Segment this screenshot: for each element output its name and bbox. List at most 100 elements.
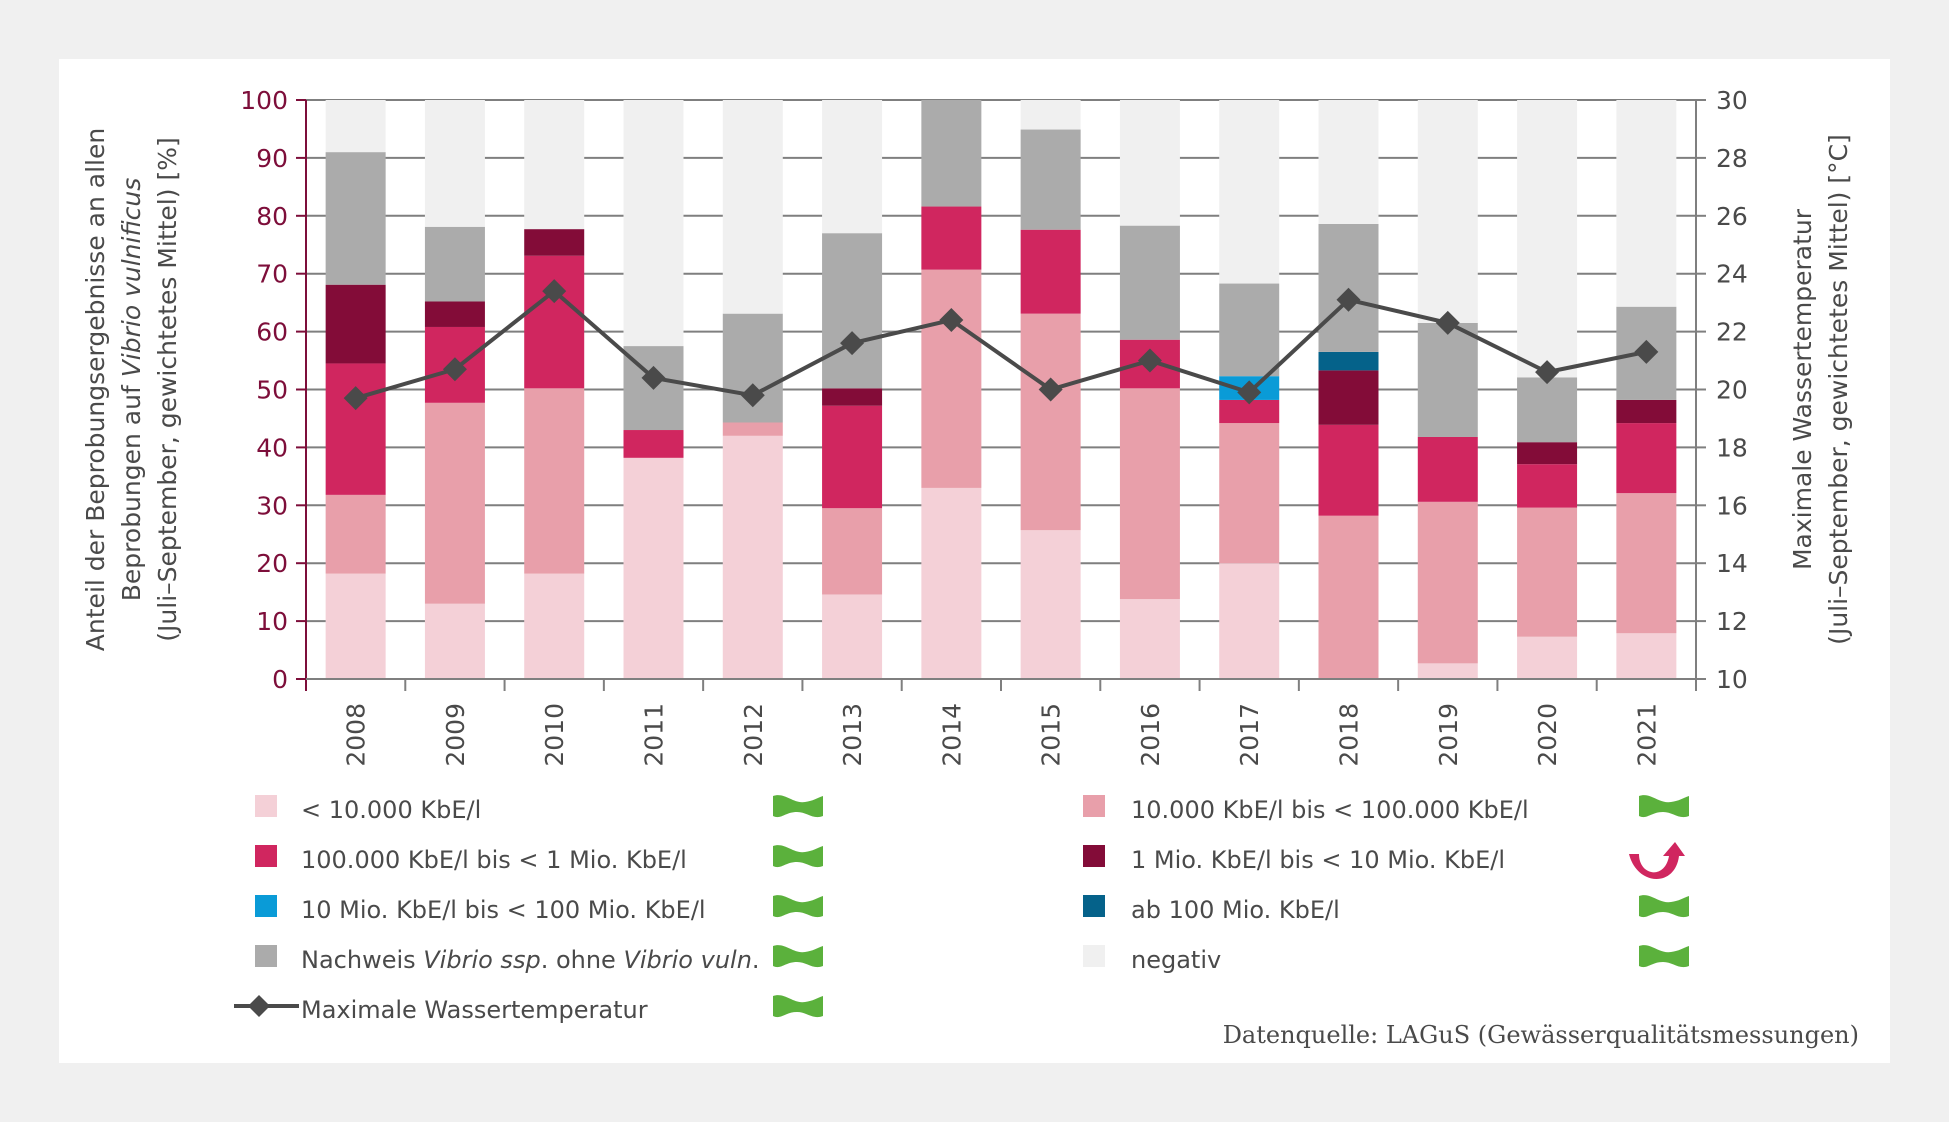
temperature-marker-2014 [939, 308, 964, 333]
wave-flag-shape [1639, 895, 1689, 918]
tick-labels: 0 10 20 30 40 50 60 70 80 90 100 10 12 14 16 18 20 22 24 26… [240, 86, 1748, 767]
bar-segment-2019-s1 [1417, 501, 1478, 664]
wave-flag-shape [773, 845, 823, 868]
green-wave-flag-icon [773, 995, 823, 1018]
bar-segment-2012-s0 [722, 435, 783, 679]
bar-segment-2010-s2 [524, 255, 585, 389]
left-tick-label: 70 [256, 260, 288, 289]
bar-segment-2015-s2 [1020, 229, 1081, 314]
legend-label: Maximale Wassertemperatur [301, 996, 648, 1024]
legend-label: 100.000 KbE/l bis < 1 Mio. KbE/l [301, 846, 687, 874]
bar-segment-2020-s7 [1517, 100, 1578, 378]
legend-label: 10.000 KbE/l bis < 100.000 KbE/l [1131, 796, 1529, 824]
chart-panel: 0 10 20 30 40 50 60 70 80 90 100 10 12 14 16 18 20 22 24 26… [59, 59, 1890, 1063]
legend-label: negativ [1131, 946, 1221, 974]
legend-swatch [1083, 795, 1105, 817]
wave-flag-shape [773, 795, 823, 818]
bar-segment-2010-s1 [524, 388, 585, 574]
legend-label-part: Vibrio ssp [423, 946, 540, 974]
temperature-line [343, 279, 1659, 411]
left-tick-label: 10 [256, 607, 288, 636]
green-wave-flag-icon [1639, 945, 1689, 968]
legend-item-6: Nachweis Vibrio ssp. ohne Vibrio vuln. [255, 945, 823, 974]
legend-item-7: negativ [1083, 945, 1689, 974]
x-tick-label-2020: 2020 [1533, 703, 1562, 767]
left-tick-label: 0 [272, 665, 288, 694]
legend-swatch [1083, 945, 1105, 967]
x-tick-label-2017: 2017 [1235, 703, 1264, 767]
left-tick-label: 30 [256, 491, 288, 520]
gridlines [306, 99, 1696, 680]
bar-segment-2010-s3 [524, 229, 585, 256]
bar-segment-2009-s7 [424, 100, 485, 227]
bar-segment-2014-s0 [921, 487, 982, 679]
right-tick-label: 18 [1716, 433, 1748, 462]
x-tick-label-2015: 2015 [1037, 703, 1066, 767]
legend-label: Nachweis Vibrio ssp. ohne Vibrio vuln. [301, 946, 760, 974]
temperature-marker-2019 [1435, 310, 1460, 335]
legend-swatch [1083, 895, 1105, 917]
legend-label: < 10.000 KbE/l [301, 796, 481, 824]
bar-segment-2015-s6 [1020, 129, 1081, 230]
temperature-marker-2016 [1137, 348, 1162, 373]
bar-segment-2020-s3 [1517, 442, 1578, 465]
temperature-marker-2015 [1038, 377, 1063, 402]
wave-flag-shape [773, 895, 823, 918]
bar-segment-2018-s7 [1318, 100, 1379, 224]
bar-segment-2017-s2 [1219, 399, 1280, 424]
temperature-marker-2011 [641, 365, 666, 390]
legend-item-1: 10.000 KbE/l bis < 100.000 KbE/l [1083, 795, 1689, 824]
bar-segment-2015-s1 [1020, 313, 1081, 531]
bar-segment-2021-s1 [1616, 493, 1677, 634]
legend-item-4: 10 Mio. KbE/l bis < 100 Mio. KbE/l [255, 895, 823, 924]
curved-arrow-shape [1629, 842, 1685, 880]
right-tick-label: 14 [1716, 549, 1748, 578]
bar-segment-2014-s1 [921, 269, 982, 488]
bar-segment-2013-s6 [822, 233, 883, 389]
left-tick-label: 90 [256, 144, 288, 173]
green-wave-flag-icon [1639, 795, 1689, 818]
left-axis-title-line-part: Anteil der Beprobungsergebnisse an allen [81, 128, 110, 651]
left-axis-title-line: Anteil der Beprobungsergebnisse an allen [81, 128, 110, 651]
bar-segment-2011-s0 [623, 457, 684, 679]
bars [325, 100, 1677, 679]
chart-svg: 0 10 20 30 40 50 60 70 80 90 100 10 12 14 16 18 20 22 24 26… [81, 86, 1859, 1049]
bar-segment-2016-s7 [1119, 100, 1180, 226]
left-tick-label: 20 [256, 549, 288, 578]
left-tick-label: 40 [256, 433, 288, 462]
x-tick-label-2014: 2014 [937, 703, 966, 767]
left-axis-title-line-part: Vibrio vulnificus [117, 178, 146, 378]
left-tick-label: 60 [256, 318, 288, 347]
bar-segment-2013-s0 [822, 594, 883, 679]
bar-segment-2008-s1 [325, 494, 386, 574]
x-tick-label-2010: 2010 [540, 703, 569, 767]
axes [296, 99, 1706, 691]
legend-item-0: < 10.000 KbE/l [255, 795, 823, 824]
left-axis-title-line-part: Beprobungen auf [117, 377, 146, 601]
bar-segment-2009-s1 [424, 402, 485, 604]
green-wave-flag-icon [773, 945, 823, 968]
bar-segment-2008-s3 [325, 284, 386, 364]
right-axis-title-line: Maximale Wassertemperatur [1788, 208, 1817, 570]
x-tick-label-2021: 2021 [1632, 703, 1661, 767]
bar-segment-2009-s6 [424, 226, 485, 302]
x-tick-label-2013: 2013 [838, 703, 867, 767]
wave-flag-shape [1639, 795, 1689, 818]
bar-segment-2010-s0 [524, 573, 585, 679]
bar-segment-2019-s6 [1417, 322, 1478, 437]
bar-segment-2021-s3 [1616, 399, 1677, 424]
bar-segment-2011-s2 [623, 430, 684, 458]
bar-segment-2008-s7 [325, 100, 386, 153]
x-tick-label-2018: 2018 [1335, 703, 1364, 767]
green-wave-flag-icon [773, 845, 823, 868]
bar-segment-2014-s2 [921, 206, 982, 270]
right-tick-label: 20 [1716, 376, 1748, 405]
bar-segment-2009-s0 [424, 603, 485, 679]
pink-curved-up-arrow-icon [1629, 842, 1685, 880]
bar-segment-2015-s0 [1020, 530, 1081, 679]
bar-segment-2017-s7 [1219, 100, 1280, 284]
x-tick-label-2012: 2012 [739, 703, 768, 767]
right-tick-label: 10 [1716, 665, 1748, 694]
green-wave-flag-icon [773, 895, 823, 918]
bar-segment-2017-s0 [1219, 563, 1280, 679]
